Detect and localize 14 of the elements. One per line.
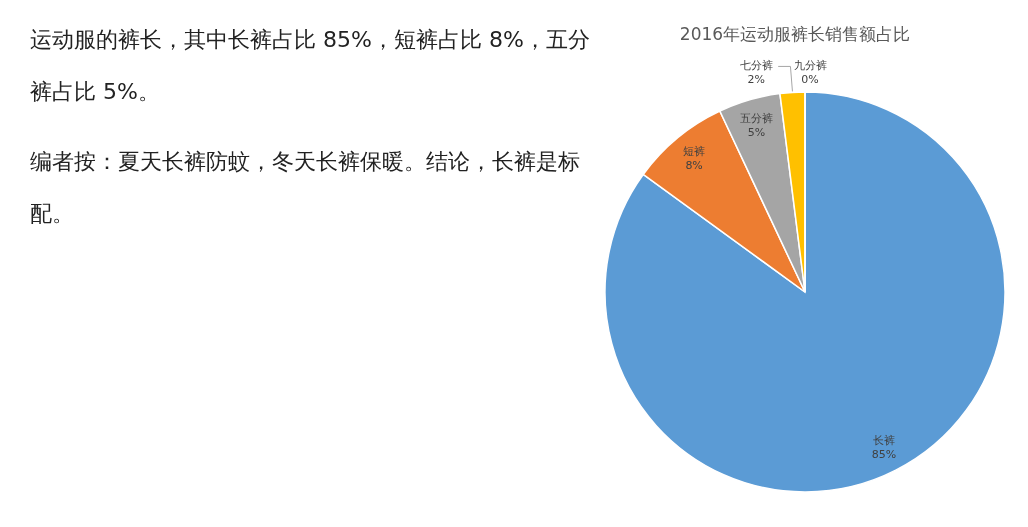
data-label: 2% [747,73,765,87]
slice-label: 五分裤 [739,111,773,125]
data-label: 8% [685,158,703,172]
slice-label: 七分裤 [739,59,773,73]
text: 编者按：夏天长裤防蚊，冬天长裤保暖。结论，长裤是标配。 [30,149,580,226]
data-label: 5% [747,125,766,139]
slice-label: 长裤 [872,434,895,448]
data-label: 85% [871,448,897,462]
chart-title: 2016年运动服裤长销售额占比 [679,24,911,44]
pie-slice [604,91,1006,493]
slice-label: 短裤 [683,144,706,158]
text: 0% [801,73,819,86]
text: 运动服的裤长，其中长裤占比 85%，短裤占比 8%，五分裤占比 5%。 [30,27,590,104]
category-label: 九分裤 [793,59,827,72]
